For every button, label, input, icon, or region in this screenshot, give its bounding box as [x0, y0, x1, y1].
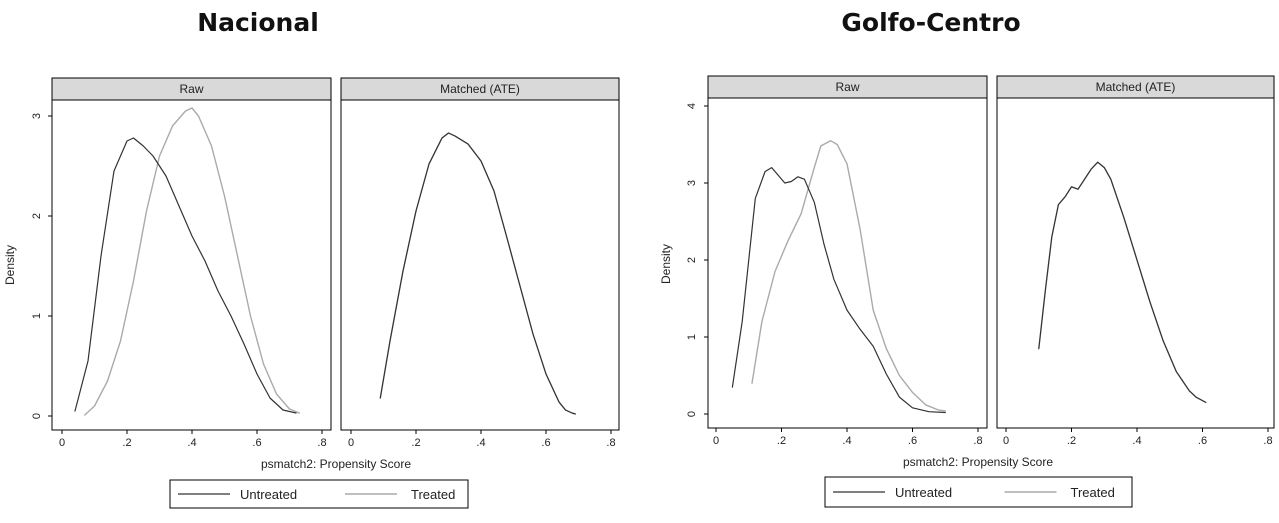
- chart-title: Nacional: [197, 8, 319, 37]
- x-tick-label: .4: [842, 435, 851, 447]
- panel-matched: Matched (ATE) 0 .2 .4 .6 .8: [340, 77, 620, 449]
- y-tick-label: 3: [31, 113, 43, 119]
- y-tick-label: 0: [686, 411, 698, 417]
- legend: Untreated Treated: [824, 476, 1133, 508]
- series-line-untreated-matched: [1038, 161, 1207, 403]
- x-tick-label: .8: [606, 437, 615, 449]
- panel-strip-label: Raw: [179, 82, 203, 96]
- series-line-untreated-raw: [74, 137, 297, 414]
- x-tick-label: .4: [476, 437, 485, 449]
- x-tick-label: .2: [411, 437, 420, 449]
- legend-label-treated: Treated: [411, 487, 455, 502]
- x-tick-label: .2: [122, 437, 131, 449]
- panel-frame: [340, 99, 620, 431]
- y-tick-label: 0: [31, 413, 43, 419]
- y-tick-label: 2: [31, 213, 43, 219]
- y-tick-label: 4: [686, 103, 698, 109]
- y-axis-label: Density: [3, 245, 17, 285]
- x-tick-label: .2: [1067, 435, 1076, 447]
- x-tick-label: .4: [1132, 435, 1141, 447]
- y-axis-label: Density: [659, 244, 673, 284]
- y-tick-label: 1: [686, 334, 698, 340]
- panel-strip-label: Matched (ATE): [1096, 80, 1176, 94]
- panel-strip-label: Matched (ATE): [440, 82, 520, 96]
- x-tick-label: .4: [187, 437, 196, 449]
- chart-title: Golfo-Centro: [841, 8, 1020, 37]
- panel-raw: Raw 0 .2 .4 .6 .8: [707, 75, 988, 447]
- panel-frame: [51, 99, 332, 431]
- x-tick-label: .8: [1263, 435, 1272, 447]
- legend: Untreated Treated: [169, 479, 469, 509]
- x-tick-label: 0: [1003, 435, 1009, 447]
- panel-frame: [707, 97, 988, 429]
- y-tick-label: 1: [31, 313, 43, 319]
- x-tick-label: .6: [252, 437, 261, 449]
- x-tick-label: .6: [908, 435, 917, 447]
- y-tick-label: 3: [686, 180, 698, 186]
- x-tick-label: 0: [59, 437, 65, 449]
- x-tick-label: .8: [973, 435, 982, 447]
- x-axis-label: psmatch2: Propensity Score: [903, 455, 1053, 469]
- series-line-treated-raw: [751, 139, 946, 412]
- series-line-untreated-matched: [379, 132, 576, 415]
- x-axis-label: psmatch2: Propensity Score: [261, 457, 411, 471]
- series-line-treated-raw: [84, 107, 300, 416]
- panel-strip-label: Raw: [835, 80, 859, 94]
- x-tick-label: .6: [1198, 435, 1207, 447]
- panel-frame: [996, 97, 1275, 429]
- x-tick-label: .2: [777, 435, 786, 447]
- figure-golfo-centro: Golfo-Centro Raw 0 .2 .4 .6 .8 Matched (ATE) 0 .2…: [659, 8, 1275, 508]
- x-tick-label: 0: [348, 437, 354, 449]
- y-tick-label: 2: [686, 257, 698, 263]
- legend-label-treated: Treated: [1071, 485, 1115, 500]
- x-tick-label: 0: [713, 435, 719, 447]
- panel-raw: Raw 0 .2 .4 .6 .8: [51, 77, 332, 449]
- series-line-untreated-raw: [731, 167, 946, 414]
- panel-matched: Matched (ATE) 0 .2 .4 .6 .8: [996, 75, 1275, 447]
- x-tick-label: .8: [317, 437, 326, 449]
- x-tick-label: .6: [541, 437, 550, 449]
- legend-label-untreated: Untreated: [895, 485, 952, 500]
- legend-label-untreated: Untreated: [240, 487, 297, 502]
- figure-nacional: Nacional Raw 0 .2 .4 .6 .8 Matched (ATE) 0 .2 .4 .6…: [3, 8, 620, 509]
